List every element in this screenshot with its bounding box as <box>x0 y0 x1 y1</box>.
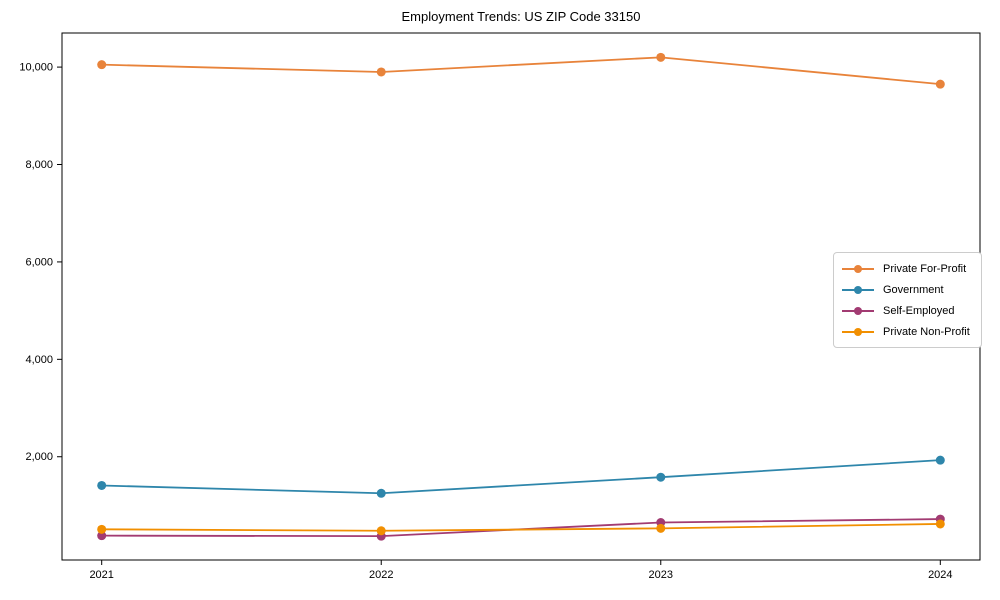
data-point <box>97 524 107 534</box>
legend-marker-icon <box>842 264 874 274</box>
y-tick-label: 10,000 <box>19 62 53 74</box>
data-point <box>376 488 386 498</box>
x-tick-label: 2022 <box>369 569 393 581</box>
series-line <box>101 56 941 86</box>
y-tick-label: 6,000 <box>25 256 53 268</box>
data-point <box>935 519 945 529</box>
data-point <box>656 52 666 62</box>
y-tick-label: 8,000 <box>25 159 53 171</box>
data-point <box>656 523 666 533</box>
series-line <box>101 523 941 532</box>
data-point <box>97 60 107 70</box>
data-point <box>656 472 666 482</box>
legend-marker-icon <box>842 327 874 337</box>
x-tick-label: 2021 <box>89 569 113 581</box>
series-line <box>101 459 941 495</box>
data-point <box>97 480 107 490</box>
data-point <box>376 67 386 77</box>
legend-label: Private Non-Profit <box>883 325 970 338</box>
legend-label: Self-Employed <box>883 304 955 317</box>
x-tick-label: 2024 <box>928 569 952 581</box>
data-point <box>376 526 386 536</box>
legend-label: Government <box>883 283 944 296</box>
legend-item: Private For-Profit <box>842 258 973 279</box>
legend: Private For-Profit Government Self-Employe… <box>833 252 982 348</box>
y-tick-label: 4,000 <box>25 354 53 366</box>
series-line <box>101 518 941 538</box>
y-tick-label: 2,000 <box>25 451 53 463</box>
legend-marker-icon <box>842 306 874 316</box>
legend-item: Private Non-Profit <box>842 321 973 342</box>
chart-title: Employment Trends: US ZIP Code 33150 <box>401 9 641 24</box>
data-point <box>935 455 945 465</box>
x-tick-label: 2023 <box>649 569 673 581</box>
data-point <box>97 531 107 541</box>
data-point <box>935 79 945 89</box>
legend-item: Self-Employed <box>842 300 973 321</box>
legend-marker-icon <box>842 285 874 295</box>
legend-label: Private For-Profit <box>883 262 967 275</box>
legend-item: Government <box>842 279 973 300</box>
